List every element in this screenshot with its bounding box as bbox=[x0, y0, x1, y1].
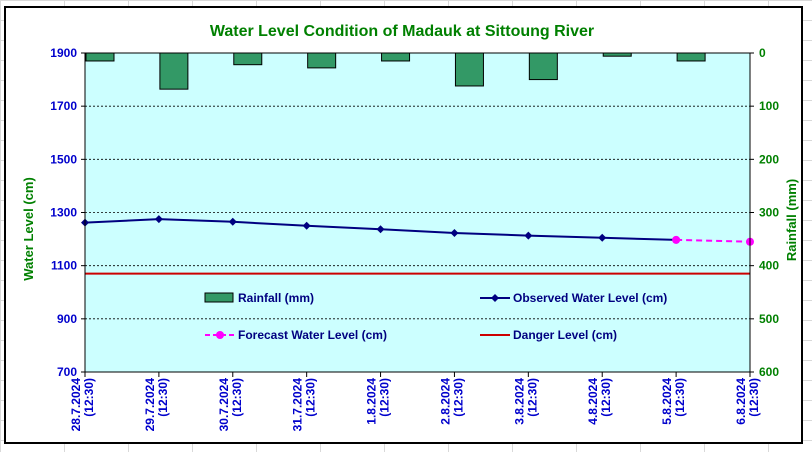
rainfall-bar bbox=[159, 52, 189, 90]
x-tick-time: (12:30) bbox=[156, 378, 170, 417]
y-right-tick-label: 300 bbox=[759, 206, 779, 220]
observed-point bbox=[524, 231, 533, 240]
legend-label: Observed Water Level (cm) bbox=[513, 291, 667, 305]
x-tick-date: 30.7.2024 bbox=[217, 378, 231, 432]
x-tick-date: 2.8.2024 bbox=[438, 378, 452, 425]
x-tick-date: 31.7.2024 bbox=[291, 378, 305, 432]
legend-label: Danger Level (cm) bbox=[513, 328, 617, 342]
legend-label: Forecast Water Level (cm) bbox=[238, 328, 387, 342]
x-tick-time: (12:30) bbox=[747, 378, 761, 417]
observed-point bbox=[302, 221, 311, 230]
y-axis-right-label: Rainfall (mm) bbox=[784, 179, 799, 261]
observed-point bbox=[450, 228, 459, 237]
rainfall-bar bbox=[307, 52, 337, 69]
x-tick-label: 28.7.2024 (12:30) bbox=[69, 378, 96, 432]
y-left-tick-label: 700 bbox=[57, 365, 77, 379]
legend-forecast-marker bbox=[216, 331, 224, 339]
observed-point bbox=[376, 225, 385, 234]
x-tick-time: (12:30) bbox=[673, 378, 687, 417]
y-right-tick-label: 100 bbox=[759, 99, 779, 113]
x-tick-time: (12:30) bbox=[378, 378, 392, 417]
x-tick-label: 5.8.2024 (12:30) bbox=[660, 378, 687, 425]
y-left-tick-label: 1700 bbox=[50, 99, 77, 113]
x-tick-label: 2.8.2024 (12:30) bbox=[438, 378, 465, 425]
y-right-tick-label: 0 bbox=[759, 46, 766, 60]
x-tick-date: 3.8.2024 bbox=[512, 378, 526, 425]
rainfall-bar bbox=[676, 52, 706, 62]
x-tick-date: 6.8.2024 bbox=[734, 378, 748, 425]
chart-title: Water Level Condition of Madauk at Sitto… bbox=[210, 23, 594, 40]
y-left-tick-label: 1500 bbox=[50, 152, 77, 166]
x-tick-time: (12:30) bbox=[304, 378, 318, 417]
y-right-tick-label: 500 bbox=[759, 312, 779, 326]
y-right-tick-label: 600 bbox=[759, 365, 779, 379]
y-right-tick-label: 200 bbox=[759, 152, 779, 166]
legend-observed-marker bbox=[491, 294, 499, 302]
rainfall-bar bbox=[528, 52, 558, 81]
x-tick-time: (12:30) bbox=[230, 378, 244, 417]
y-left-tick-label: 1300 bbox=[50, 206, 77, 220]
x-tick-label: 31.7.2024 (12:30) bbox=[291, 378, 318, 432]
forecast-water-level-line bbox=[676, 238, 751, 243]
observed-point bbox=[228, 217, 237, 226]
x-tick-label: 4.8.2024 (12:30) bbox=[586, 378, 613, 425]
rainfall-bar bbox=[233, 52, 263, 66]
x-tick-date: 1.8.2024 bbox=[365, 378, 379, 425]
y-right-tick-label: 400 bbox=[759, 259, 779, 273]
y-left-tick-label: 1900 bbox=[50, 46, 77, 60]
x-tick-time: (12:30) bbox=[451, 378, 465, 417]
x-tick-label: 29.7.2024 (12:30) bbox=[143, 378, 170, 432]
observed-point bbox=[598, 233, 607, 242]
legend-label: Rainfall (mm) bbox=[238, 291, 314, 305]
rainfall-bar bbox=[454, 52, 484, 87]
y-axis-left-label: Water Level (cm) bbox=[21, 177, 36, 281]
x-tick-time: (12:30) bbox=[599, 378, 613, 417]
y-left-tick-label: 900 bbox=[57, 312, 77, 326]
y-left-tick-label: 1100 bbox=[51, 259, 77, 273]
rainfall-bar bbox=[381, 52, 411, 62]
forecast-point bbox=[672, 235, 681, 244]
x-tick-date: 29.7.2024 bbox=[143, 378, 157, 432]
x-tick-date: 4.8.2024 bbox=[586, 378, 600, 425]
x-tick-label: 30.7.2024 (12:30) bbox=[217, 378, 244, 432]
x-tick-label: 1.8.2024 (12:30) bbox=[365, 378, 392, 425]
legend-rainfall-swatch bbox=[204, 292, 234, 303]
observed-point bbox=[154, 215, 163, 224]
rainfall-bar bbox=[85, 52, 115, 62]
x-tick-time: (12:30) bbox=[525, 378, 539, 417]
rainfall-bar bbox=[602, 52, 632, 57]
x-tick-time: (12:30) bbox=[82, 378, 96, 417]
x-tick-label: 6.8.2024 (12:30) bbox=[734, 378, 761, 425]
x-tick-date: 5.8.2024 bbox=[660, 378, 674, 425]
x-tick-label: 3.8.2024 (12:30) bbox=[512, 378, 539, 425]
x-tick-date: 28.7.2024 bbox=[69, 378, 83, 432]
